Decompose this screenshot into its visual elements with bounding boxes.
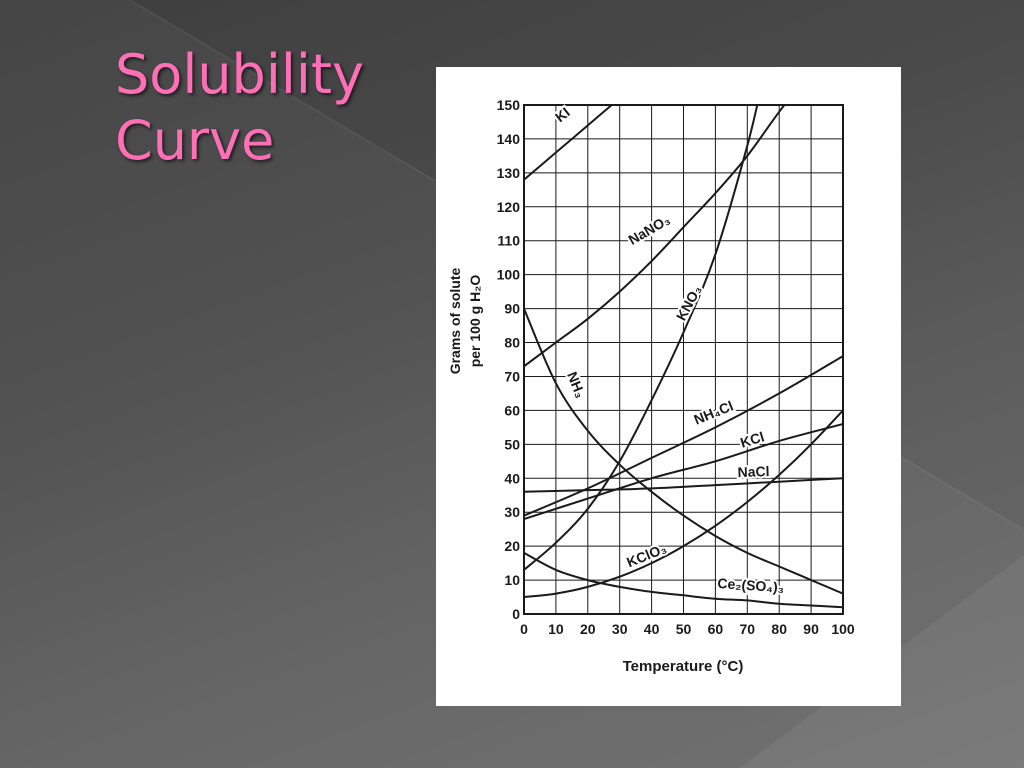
series-label-3: NH₃ — [564, 369, 589, 400]
chart-grid — [523, 104, 844, 615]
x-tick-label: 80 — [771, 621, 787, 637]
y-tick-label: 60 — [504, 402, 520, 418]
slide-title-line-2: Curve — [115, 109, 275, 172]
y-tick-label: 0 — [512, 606, 520, 622]
y-tick-label: 90 — [504, 301, 520, 317]
y-tick-label: 40 — [504, 470, 520, 486]
x-tick-label: 60 — [708, 621, 724, 637]
series-label-6: NaCl — [737, 463, 769, 480]
y-tick-label: 100 — [497, 267, 521, 283]
chart-panel: 0 10 20 30 40 50 60 70 80 90 100 0 10 20 30 40 50 60 70 80 9… — [436, 67, 901, 706]
series-label-1: NaNO₃ — [625, 211, 672, 248]
solubility-chart: 0 10 20 30 40 50 60 70 80 90 100 0 10 20 30 40 50 60 70 80 9… — [447, 97, 855, 675]
slide-title: Solubility Curve — [115, 42, 364, 174]
series-line-0 — [524, 105, 614, 181]
y-axis-label-line-1: Grams of solute — [447, 268, 463, 375]
x-tick-label: 90 — [803, 621, 819, 637]
series-line-5 — [524, 423, 843, 520]
y-tick-label: 20 — [504, 538, 520, 554]
x-tick-label: 40 — [644, 621, 660, 637]
y-tick-label: 10 — [504, 572, 520, 588]
y-tick-label: 70 — [504, 368, 520, 384]
y-tick-label: 110 — [497, 233, 520, 249]
series-label-8: Ce₂(SO₄)₃ — [717, 575, 785, 596]
x-tick-label: 100 — [831, 621, 855, 637]
series-line-8 — [524, 552, 843, 609]
x-tick-label: 10 — [548, 621, 564, 637]
x-tick-label: 0 — [520, 621, 528, 637]
x-tick-label: 70 — [740, 621, 756, 637]
series-line-6 — [524, 477, 843, 493]
chart-tick-labels: 0 10 20 30 40 50 60 70 80 90 100 0 10 20 30 40 50 60 70 80 9… — [497, 97, 855, 637]
series-label-0: KI — [552, 104, 573, 125]
series-label-5: KCl — [738, 428, 766, 450]
x-tick-label: 20 — [580, 621, 596, 637]
y-tick-label: 130 — [497, 165, 521, 181]
series-line-3 — [524, 308, 843, 595]
series-line-7 — [524, 409, 843, 598]
series-line-1 — [524, 105, 786, 368]
plot-frame — [523, 104, 844, 615]
series-line-2 — [524, 105, 759, 571]
y-tick-label: 80 — [504, 335, 520, 351]
y-axis-label-line-2: per 100 g H₂O — [467, 275, 483, 368]
x-tick-label: 50 — [676, 621, 692, 637]
y-tick-label: 150 — [497, 97, 521, 113]
y-tick-label: 50 — [504, 436, 520, 452]
chart-series — [524, 105, 843, 609]
series-label-4: NH₄Cl — [692, 397, 736, 427]
x-tick-label: 30 — [612, 621, 628, 637]
y-tick-label: 120 — [497, 199, 521, 215]
y-tick-label: 30 — [504, 504, 520, 520]
x-axis-label: Temperature (°C) — [623, 658, 744, 675]
y-tick-label: 140 — [497, 131, 521, 147]
slide-title-line-1: Solubility — [115, 43, 364, 106]
series-label-2: KNO₃ — [673, 283, 705, 324]
